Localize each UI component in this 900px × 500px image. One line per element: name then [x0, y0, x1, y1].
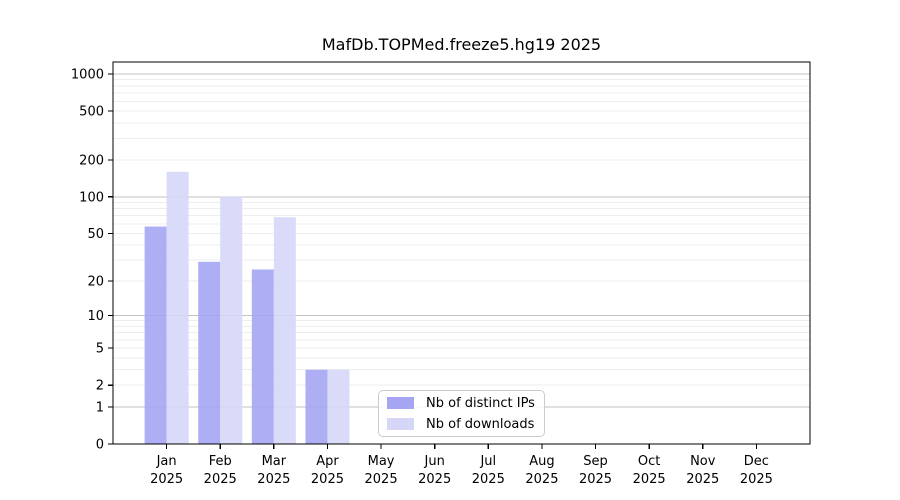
- y-tick-label: 0: [96, 438, 104, 453]
- x-tick-label-month: May: [368, 454, 395, 469]
- bar-distinct-ips-apr: [305, 369, 328, 444]
- x-tick-label-year: 2025: [579, 472, 612, 487]
- legend-item-distinct-ips: Nb of distinct IPs: [387, 395, 544, 412]
- x-tick-label-month: Mar: [262, 454, 287, 469]
- y-tick-label: 1000: [71, 67, 104, 82]
- chart-title: MafDb.TOPMed.freeze5.hg19 2025: [321, 35, 602, 54]
- x-tick-label-month: Sep: [583, 454, 608, 469]
- y-tick-label: 500: [79, 105, 104, 120]
- x-tick-label-year: 2025: [311, 472, 344, 487]
- y-tick-label: 2: [96, 379, 104, 394]
- bar-distinct-ips-mar: [251, 269, 274, 444]
- x-tick-label-month: Apr: [316, 454, 339, 469]
- x-tick-label-month: Oct: [638, 454, 660, 469]
- x-tick-label-year: 2025: [472, 472, 505, 487]
- legend-swatch-downloads: [387, 418, 414, 430]
- plot-border: [112, 61, 811, 445]
- y-tick-label: 100: [79, 190, 104, 205]
- x-tick-label-month: Dec: [744, 454, 769, 469]
- x-tick-label-month: Jan: [156, 454, 177, 469]
- y-tick-label: 1: [96, 400, 104, 415]
- x-tick-label-month: Jul: [479, 454, 496, 469]
- x-tick-label-month: Jun: [424, 454, 445, 469]
- x-tick-label-year: 2025: [257, 472, 290, 487]
- legend-swatch-distinct-ips: [387, 397, 414, 409]
- x-tick-label-year: 2025: [525, 472, 558, 487]
- y-tick-label: 200: [79, 153, 104, 168]
- bar-distinct-ips-jan: [144, 226, 167, 444]
- bar-downloads-mar: [273, 217, 296, 444]
- x-tick-label-year: 2025: [365, 472, 398, 487]
- x-tick-label-year: 2025: [150, 472, 183, 487]
- bar-downloads-jan: [166, 171, 189, 444]
- x-tick-label-year: 2025: [418, 472, 451, 487]
- x-tick-label-year: 2025: [686, 472, 719, 487]
- bar-downloads-apr: [327, 369, 350, 444]
- legend: Nb of distinct IPs Nb of downloads: [378, 390, 545, 437]
- x-tick-label-month: Nov: [690, 454, 716, 469]
- y-tick-label: 5: [96, 342, 104, 357]
- x-tick-label-year: 2025: [740, 472, 773, 487]
- x-tick-label-year: 2025: [204, 472, 237, 487]
- y-tick-label: 20: [87, 274, 104, 289]
- bar-distinct-ips-feb: [198, 261, 221, 444]
- x-tick-label-year: 2025: [633, 472, 666, 487]
- y-tick-label: 50: [87, 227, 104, 242]
- legend-item-label: Nb of distinct IPs: [426, 395, 535, 411]
- legend-item-downloads: Nb of downloads: [387, 416, 544, 433]
- legend-item-label: Nb of downloads: [426, 416, 535, 432]
- x-tick-label-month: Feb: [209, 454, 232, 469]
- x-tick-label-month: Aug: [529, 454, 554, 469]
- bar-downloads-feb: [220, 196, 243, 444]
- y-tick-label: 10: [87, 309, 104, 324]
